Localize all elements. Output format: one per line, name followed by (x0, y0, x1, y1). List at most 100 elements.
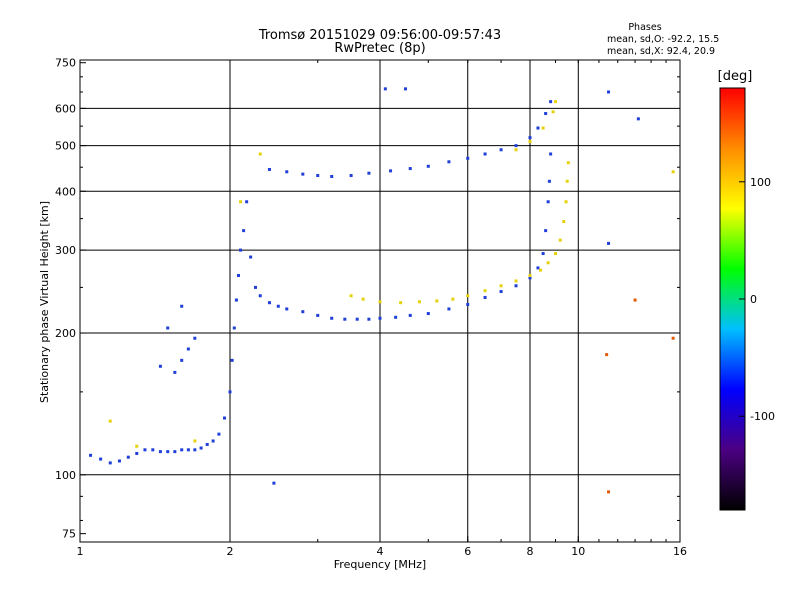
data-point-o (447, 307, 451, 311)
data-point-o (499, 290, 503, 294)
outlier-point (633, 298, 637, 302)
data-point-o (258, 294, 262, 298)
data-point-x (258, 152, 262, 156)
data-point-o (158, 364, 162, 368)
data-point-o (349, 174, 353, 178)
data-point-o (253, 285, 257, 289)
data-point-o (549, 152, 553, 156)
data-point-o (285, 307, 289, 311)
data-point-o (499, 148, 503, 152)
data-point-o (547, 179, 551, 183)
data-point-o (249, 255, 253, 259)
stats-o-mode: mean, sd,O: -92.2, 15.5 (607, 34, 719, 45)
data-point-o (205, 442, 209, 446)
x-tick-label: 10 (571, 545, 585, 558)
data-point-o (536, 126, 540, 130)
data-point-o (158, 450, 162, 454)
data-point-o (301, 172, 305, 176)
data-point-x (499, 284, 503, 288)
y-axis-label: Stationary phase Virtual Height [km] (38, 201, 51, 403)
data-point-o (330, 174, 334, 178)
chart-title: Tromsø 20151029 09:56:00-09:57:43 (258, 28, 501, 43)
data-point-o (367, 171, 371, 175)
data-point-o (426, 164, 430, 168)
y-tick-label: 75 (62, 528, 76, 541)
data-point-o (546, 200, 550, 204)
colorbar: 100 0 -100 (719, 87, 775, 511)
data-point-x (564, 200, 568, 204)
data-point-o (239, 248, 243, 252)
data-point-x (483, 289, 487, 293)
data-point-x (551, 110, 555, 114)
outlier-point (605, 353, 609, 357)
data-point-x (565, 179, 569, 183)
data-point-o (193, 448, 197, 452)
data-point-o (466, 302, 470, 306)
x-tick-label: 16 (673, 545, 687, 558)
data-point-o (232, 326, 236, 330)
outlier-point (671, 336, 675, 340)
data-point-o (236, 273, 240, 277)
data-point-o (245, 200, 249, 204)
outlier-point (607, 490, 611, 494)
colorbar-tick-label: 0 (750, 293, 757, 306)
data-point-o (135, 451, 139, 455)
data-point-o (544, 229, 548, 233)
data-point-x (528, 140, 532, 144)
data-point-o (228, 390, 232, 394)
data-point-o (389, 169, 393, 173)
data-point-o (408, 167, 412, 171)
data-point-o (166, 450, 170, 454)
x-tick-label: 2 (227, 545, 234, 558)
data-point-o (223, 416, 227, 420)
x-tick-label: 4 (377, 545, 384, 558)
data-point-x (108, 419, 112, 423)
chart-subtitle: RwPretec (8p) (334, 41, 425, 56)
data-point-o (355, 317, 359, 321)
data-point-o (367, 317, 371, 321)
colorbar-tick-label: -100 (750, 410, 775, 423)
data-point-o (234, 298, 238, 302)
outlier-point (607, 241, 611, 245)
data-point-x (528, 273, 532, 277)
data-point-o (276, 304, 280, 308)
data-point-x (539, 268, 543, 272)
data-point-o (285, 170, 289, 174)
data-point-o (151, 448, 155, 452)
data-point-x (435, 299, 439, 303)
data-point-o (378, 316, 382, 320)
colorbar-tick-label: 100 (750, 176, 771, 189)
data-point-o (536, 266, 540, 270)
data-point-x (466, 294, 470, 298)
y-tick-label: 100 (55, 469, 76, 482)
data-point-o (544, 112, 548, 116)
data-point-o (211, 439, 215, 443)
outlier-point (636, 117, 640, 121)
data-point-o (343, 317, 347, 321)
y-tick-label: 750 (55, 57, 76, 70)
data-point-o (193, 336, 197, 340)
data-point-x (378, 300, 382, 304)
y-tick-label: 300 (55, 244, 76, 257)
data-point-x (566, 161, 570, 165)
y-tick-label: 500 (55, 140, 76, 153)
data-point-o (426, 312, 430, 316)
data-point-o (528, 136, 532, 140)
y-tick-label: 200 (55, 327, 76, 340)
data-point-o (301, 310, 305, 314)
data-point-o (466, 156, 470, 160)
data-point-x (514, 148, 518, 152)
data-point-o (483, 295, 487, 299)
data-point-x (417, 300, 421, 304)
data-point-x (553, 252, 557, 256)
data-point-x (562, 220, 566, 224)
data-point-o (126, 455, 130, 459)
data-point-x (546, 261, 550, 265)
data-point-o (108, 461, 112, 465)
plot-area: 1 2 4 6 8 10 16 75 100 200 300 400 500 600 750 (55, 57, 687, 558)
data-point-x (239, 200, 243, 204)
outlier-point (607, 90, 611, 94)
data-point-o (528, 276, 532, 280)
stats-heading: Phases (628, 22, 661, 33)
